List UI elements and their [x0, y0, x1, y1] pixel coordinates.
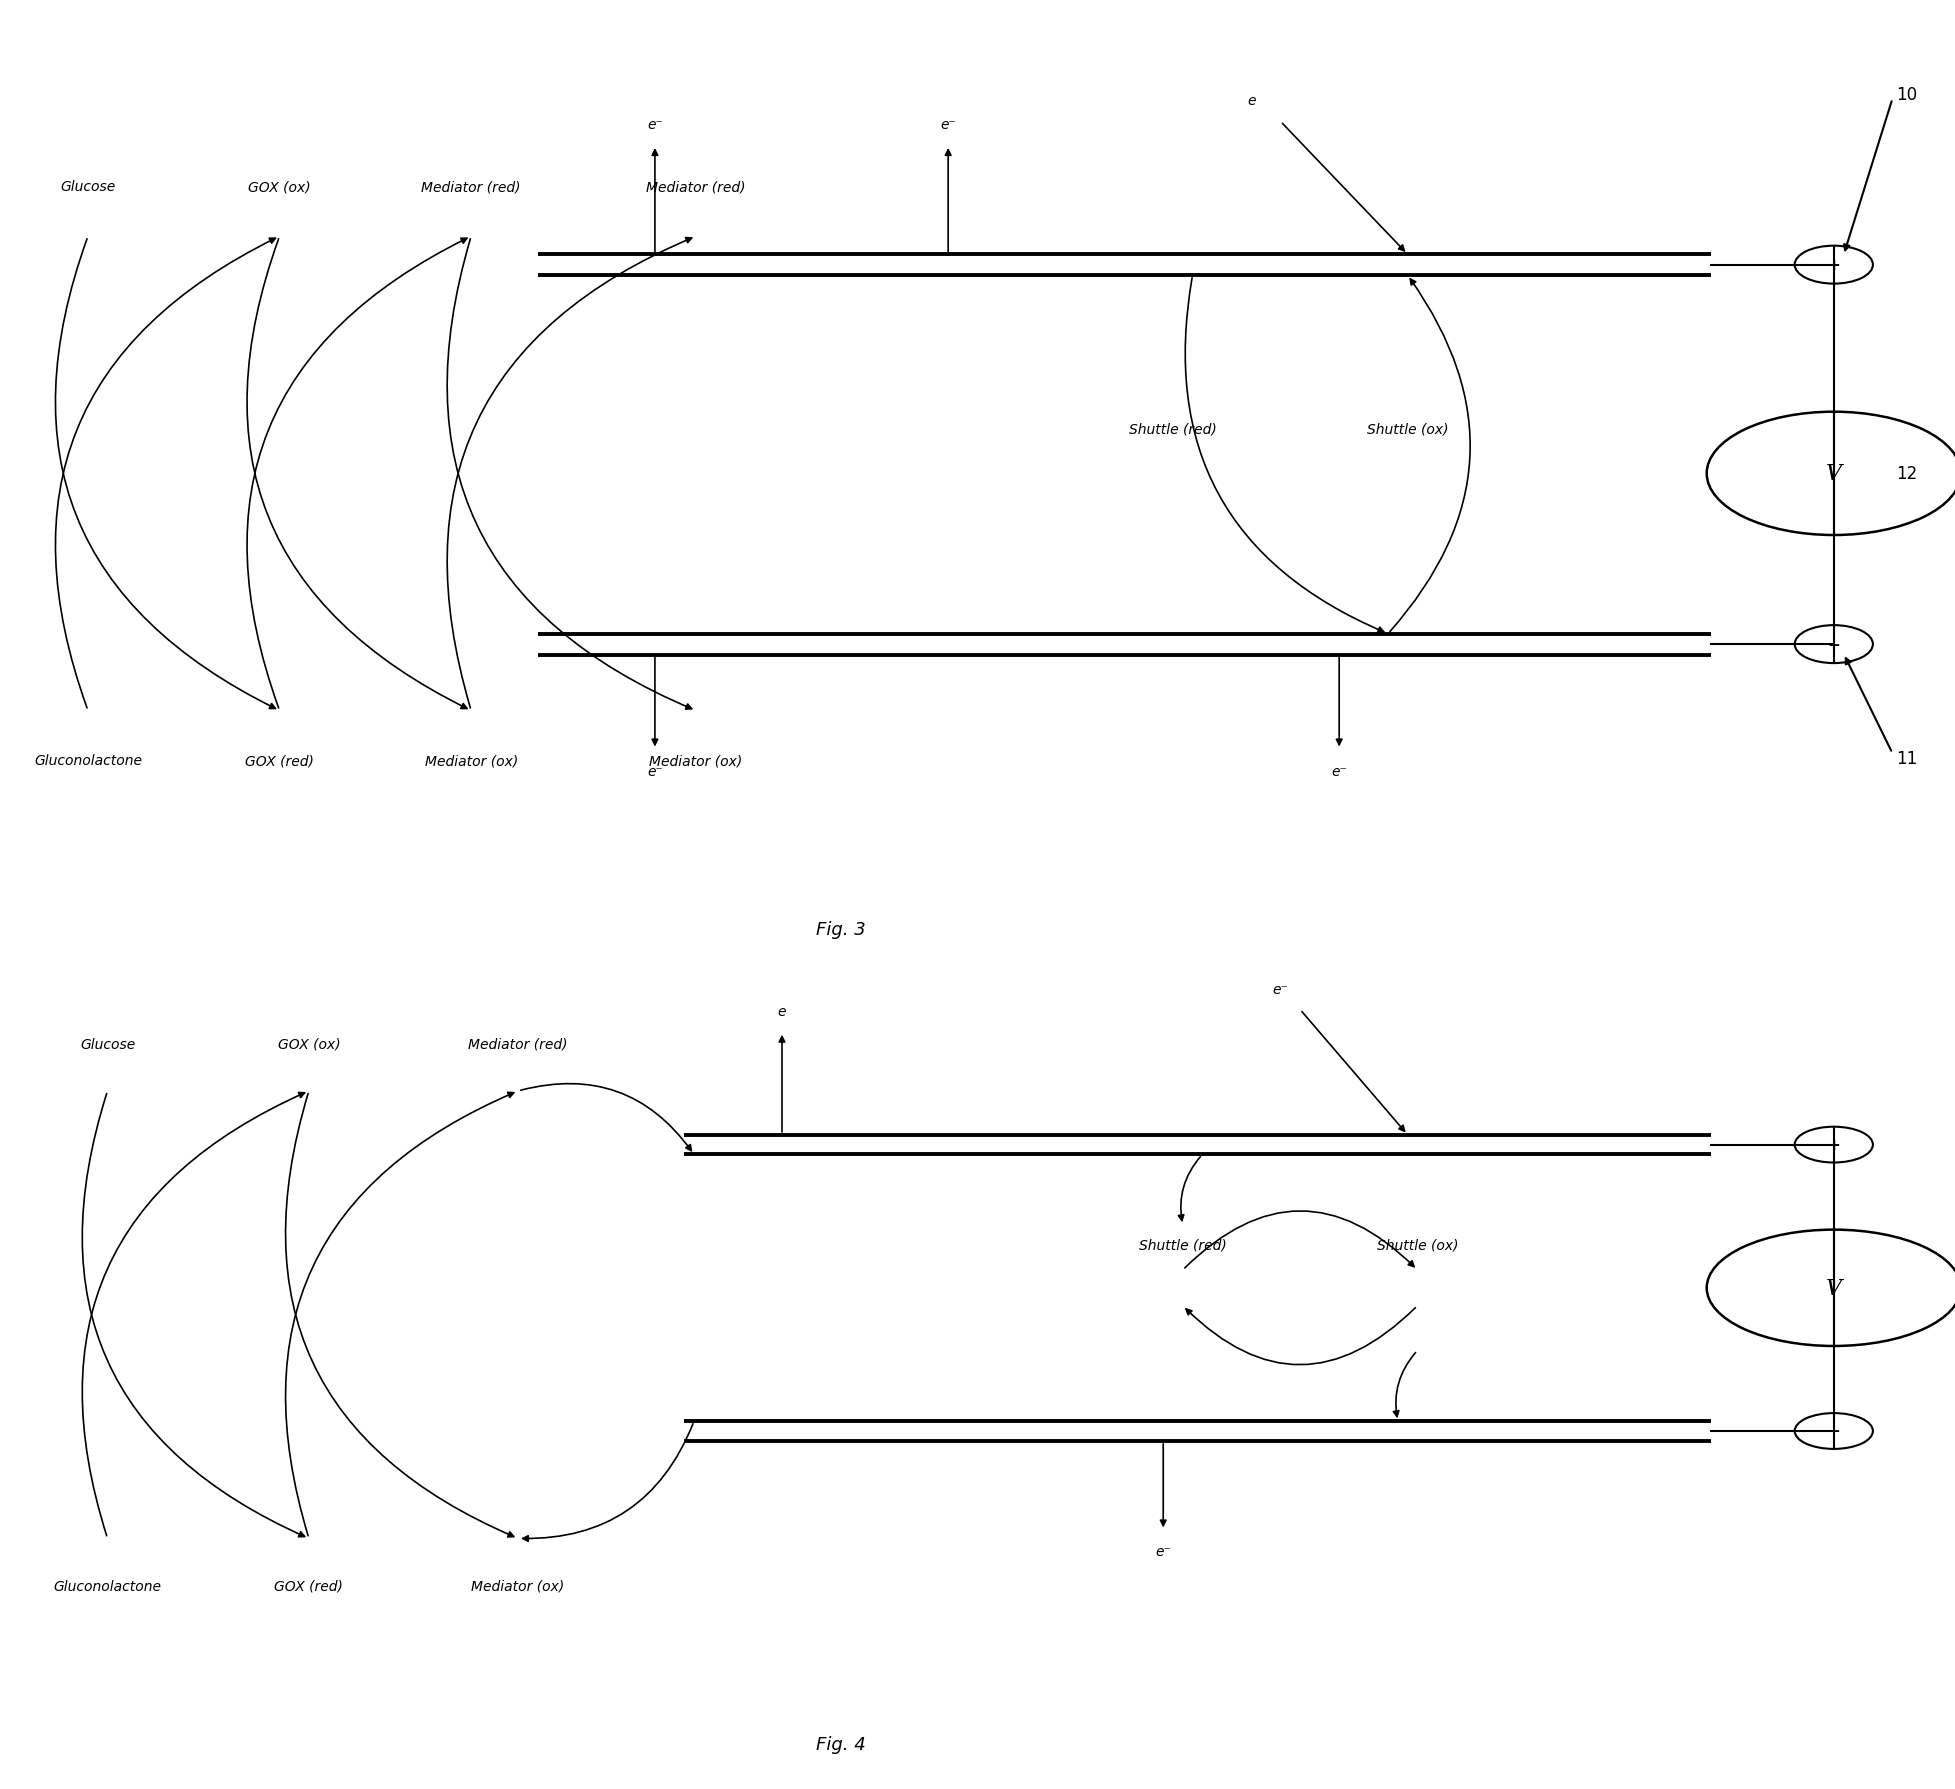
Text: e: e — [1247, 95, 1255, 107]
Text: Glucose: Glucose — [61, 181, 115, 195]
Text: 10: 10 — [1896, 86, 1918, 104]
Text: Shuttle (ox): Shuttle (ox) — [1367, 422, 1449, 437]
Text: GOX (ox): GOX (ox) — [278, 1038, 340, 1050]
Text: Fig. 4: Fig. 4 — [815, 1735, 866, 1753]
Text: GOX (red): GOX (red) — [244, 753, 315, 767]
Text: Shuttle (ox): Shuttle (ox) — [1376, 1238, 1458, 1252]
Text: Shuttle (red): Shuttle (red) — [1140, 1238, 1226, 1252]
Bar — [538, 256, 1711, 276]
Text: +: + — [1828, 1138, 1840, 1152]
Text: e⁻: e⁻ — [940, 118, 956, 132]
Text: V: V — [1826, 1277, 1842, 1299]
Text: e⁻: e⁻ — [647, 764, 663, 778]
Text: e⁻: e⁻ — [1273, 982, 1288, 996]
Text: Fig. 3: Fig. 3 — [815, 920, 866, 937]
Text: GOX (ox): GOX (ox) — [248, 181, 311, 195]
Text: Mediator (ox): Mediator (ox) — [471, 1578, 565, 1592]
Text: Glucose: Glucose — [80, 1038, 135, 1050]
Text: 12: 12 — [1896, 465, 1918, 483]
Text: Mediator (red): Mediator (red) — [647, 181, 745, 195]
Text: Mediator (ox): Mediator (ox) — [649, 753, 743, 767]
Text: Gluconolactone: Gluconolactone — [33, 753, 143, 767]
Text: GOX (red): GOX (red) — [274, 1578, 344, 1592]
Text: e: e — [778, 1005, 786, 1020]
Text: Gluconolactone: Gluconolactone — [53, 1578, 162, 1592]
Text: −: − — [1828, 637, 1840, 653]
Bar — [684, 1420, 1711, 1442]
Text: Mediator (red): Mediator (red) — [422, 181, 520, 195]
Text: Mediator (ox): Mediator (ox) — [424, 753, 518, 767]
Text: e⁻: e⁻ — [1331, 764, 1347, 778]
Text: e⁻: e⁻ — [647, 118, 663, 132]
Text: Mediator (red): Mediator (red) — [469, 1038, 567, 1050]
Text: 11: 11 — [1896, 750, 1918, 767]
Bar — [538, 635, 1711, 655]
Text: +: + — [1828, 258, 1840, 274]
Text: Shuttle (red): Shuttle (red) — [1130, 422, 1216, 437]
Text: e⁻: e⁻ — [1155, 1544, 1171, 1558]
Text: −: − — [1828, 1424, 1840, 1438]
Text: V: V — [1826, 463, 1842, 485]
Bar — [684, 1136, 1711, 1156]
